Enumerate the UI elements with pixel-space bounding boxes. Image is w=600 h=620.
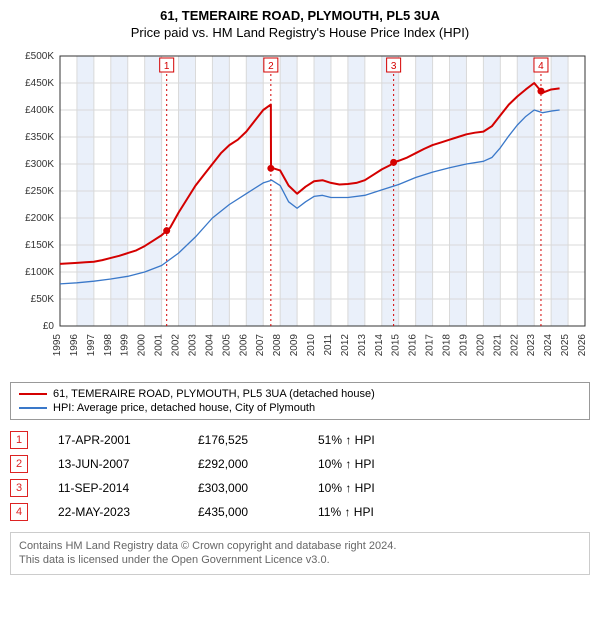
svg-text:2004: 2004 bbox=[204, 334, 215, 357]
svg-text:£150K: £150K bbox=[25, 240, 54, 251]
sale-price: £435,000 bbox=[198, 505, 318, 519]
sale-pct: 51% ↑ HPI bbox=[318, 433, 438, 447]
sale-marker: 1 bbox=[10, 431, 28, 449]
chart-container: 61, TEMERAIRE ROAD, PLYMOUTH, PL5 3UA Pr… bbox=[0, 0, 600, 585]
sale-date: 11-SEP-2014 bbox=[58, 481, 198, 495]
svg-text:£400K: £400K bbox=[25, 105, 54, 116]
sale-pct: 11% ↑ HPI bbox=[318, 505, 438, 519]
footnote: Contains HM Land Registry data © Crown c… bbox=[10, 532, 590, 575]
sale-date: 22-MAY-2023 bbox=[58, 505, 198, 519]
svg-text:2005: 2005 bbox=[221, 334, 232, 357]
svg-text:2021: 2021 bbox=[492, 334, 503, 357]
svg-text:2: 2 bbox=[268, 61, 274, 72]
svg-text:£450K: £450K bbox=[25, 78, 54, 89]
svg-text:4: 4 bbox=[538, 61, 544, 72]
sale-price: £303,000 bbox=[198, 481, 318, 495]
svg-text:2002: 2002 bbox=[171, 334, 182, 357]
sales-table: 1 17-APR-2001£176,52551% ↑ HPI 2 13-JUN-200… bbox=[10, 428, 590, 524]
sale-marker: 2 bbox=[10, 455, 28, 473]
svg-text:2007: 2007 bbox=[255, 334, 266, 357]
svg-text:£300K: £300K bbox=[25, 159, 54, 170]
legend-label: HPI: Average price, detached house, City… bbox=[53, 402, 315, 414]
sale-price: £292,000 bbox=[198, 457, 318, 471]
sale-row: 2 13-JUN-2007£292,00010% ↑ HPI bbox=[10, 452, 590, 476]
legend-item: HPI: Average price, detached house, City… bbox=[19, 401, 581, 415]
svg-text:£350K: £350K bbox=[25, 132, 54, 143]
svg-text:2014: 2014 bbox=[374, 334, 385, 357]
svg-text:1999: 1999 bbox=[120, 334, 131, 357]
chart-title: 61, TEMERAIRE ROAD, PLYMOUTH, PL5 3UA bbox=[10, 8, 590, 23]
svg-text:£0: £0 bbox=[43, 321, 55, 332]
svg-text:2001: 2001 bbox=[154, 334, 165, 357]
svg-text:2010: 2010 bbox=[306, 334, 317, 357]
sale-pct: 10% ↑ HPI bbox=[318, 481, 438, 495]
svg-text:2018: 2018 bbox=[442, 334, 453, 357]
svg-text:£100K: £100K bbox=[25, 267, 54, 278]
chart-plot: £0 £50K £100K £150K £200K £250K £300K £350K £400… bbox=[10, 46, 590, 376]
sale-row: 1 17-APR-2001£176,52551% ↑ HPI bbox=[10, 428, 590, 452]
svg-text:£500K: £500K bbox=[25, 51, 54, 62]
svg-text:2016: 2016 bbox=[408, 334, 419, 357]
chart-subtitle: Price paid vs. HM Land Registry's House … bbox=[10, 25, 590, 40]
svg-text:2009: 2009 bbox=[289, 334, 300, 357]
svg-text:1995: 1995 bbox=[52, 334, 63, 357]
svg-text:2012: 2012 bbox=[340, 334, 351, 357]
svg-text:2025: 2025 bbox=[560, 334, 571, 357]
svg-text:2024: 2024 bbox=[543, 334, 554, 357]
svg-text:1996: 1996 bbox=[69, 334, 80, 357]
svg-text:2000: 2000 bbox=[137, 334, 148, 357]
footnote-line: Contains HM Land Registry data © Crown c… bbox=[19, 539, 581, 553]
svg-text:£250K: £250K bbox=[25, 186, 54, 197]
sale-row: 3 11-SEP-2014£303,00010% ↑ HPI bbox=[10, 476, 590, 500]
svg-text:2003: 2003 bbox=[187, 334, 198, 357]
svg-text:1997: 1997 bbox=[86, 334, 97, 357]
svg-text:3: 3 bbox=[391, 61, 397, 72]
legend-item: 61, TEMERAIRE ROAD, PLYMOUTH, PL5 3UA (d… bbox=[19, 387, 581, 401]
svg-text:1998: 1998 bbox=[103, 334, 114, 357]
svg-text:£50K: £50K bbox=[31, 294, 55, 305]
legend-swatch bbox=[19, 393, 47, 395]
svg-text:2006: 2006 bbox=[238, 334, 249, 357]
sale-marker: 4 bbox=[10, 503, 28, 521]
sale-date: 13-JUN-2007 bbox=[58, 457, 198, 471]
sale-pct: 10% ↑ HPI bbox=[318, 457, 438, 471]
sale-date: 17-APR-2001 bbox=[58, 433, 198, 447]
sale-marker: 3 bbox=[10, 479, 28, 497]
svg-text:2022: 2022 bbox=[509, 334, 520, 357]
svg-text:2019: 2019 bbox=[458, 334, 469, 357]
legend-swatch bbox=[19, 407, 47, 409]
svg-text:2015: 2015 bbox=[391, 334, 402, 357]
legend: 61, TEMERAIRE ROAD, PLYMOUTH, PL5 3UA (d… bbox=[10, 382, 590, 420]
svg-text:2011: 2011 bbox=[323, 334, 334, 356]
svg-text:1: 1 bbox=[164, 61, 170, 72]
footnote-line: This data is licensed under the Open Gov… bbox=[19, 553, 581, 567]
svg-text:2023: 2023 bbox=[526, 334, 537, 357]
svg-text:2013: 2013 bbox=[357, 334, 368, 357]
svg-text:2017: 2017 bbox=[425, 334, 436, 357]
line-chart-svg: £0 £50K £100K £150K £200K £250K £300K £350K £400… bbox=[10, 46, 590, 376]
sale-price: £176,525 bbox=[198, 433, 318, 447]
svg-text:£200K: £200K bbox=[25, 213, 54, 224]
svg-text:2026: 2026 bbox=[577, 334, 588, 357]
svg-text:2020: 2020 bbox=[475, 334, 486, 357]
legend-label: 61, TEMERAIRE ROAD, PLYMOUTH, PL5 3UA (d… bbox=[53, 388, 375, 400]
title-block: 61, TEMERAIRE ROAD, PLYMOUTH, PL5 3UA Pr… bbox=[10, 8, 590, 40]
svg-text:2008: 2008 bbox=[272, 334, 283, 357]
sale-row: 4 22-MAY-2023£435,00011% ↑ HPI bbox=[10, 500, 590, 524]
